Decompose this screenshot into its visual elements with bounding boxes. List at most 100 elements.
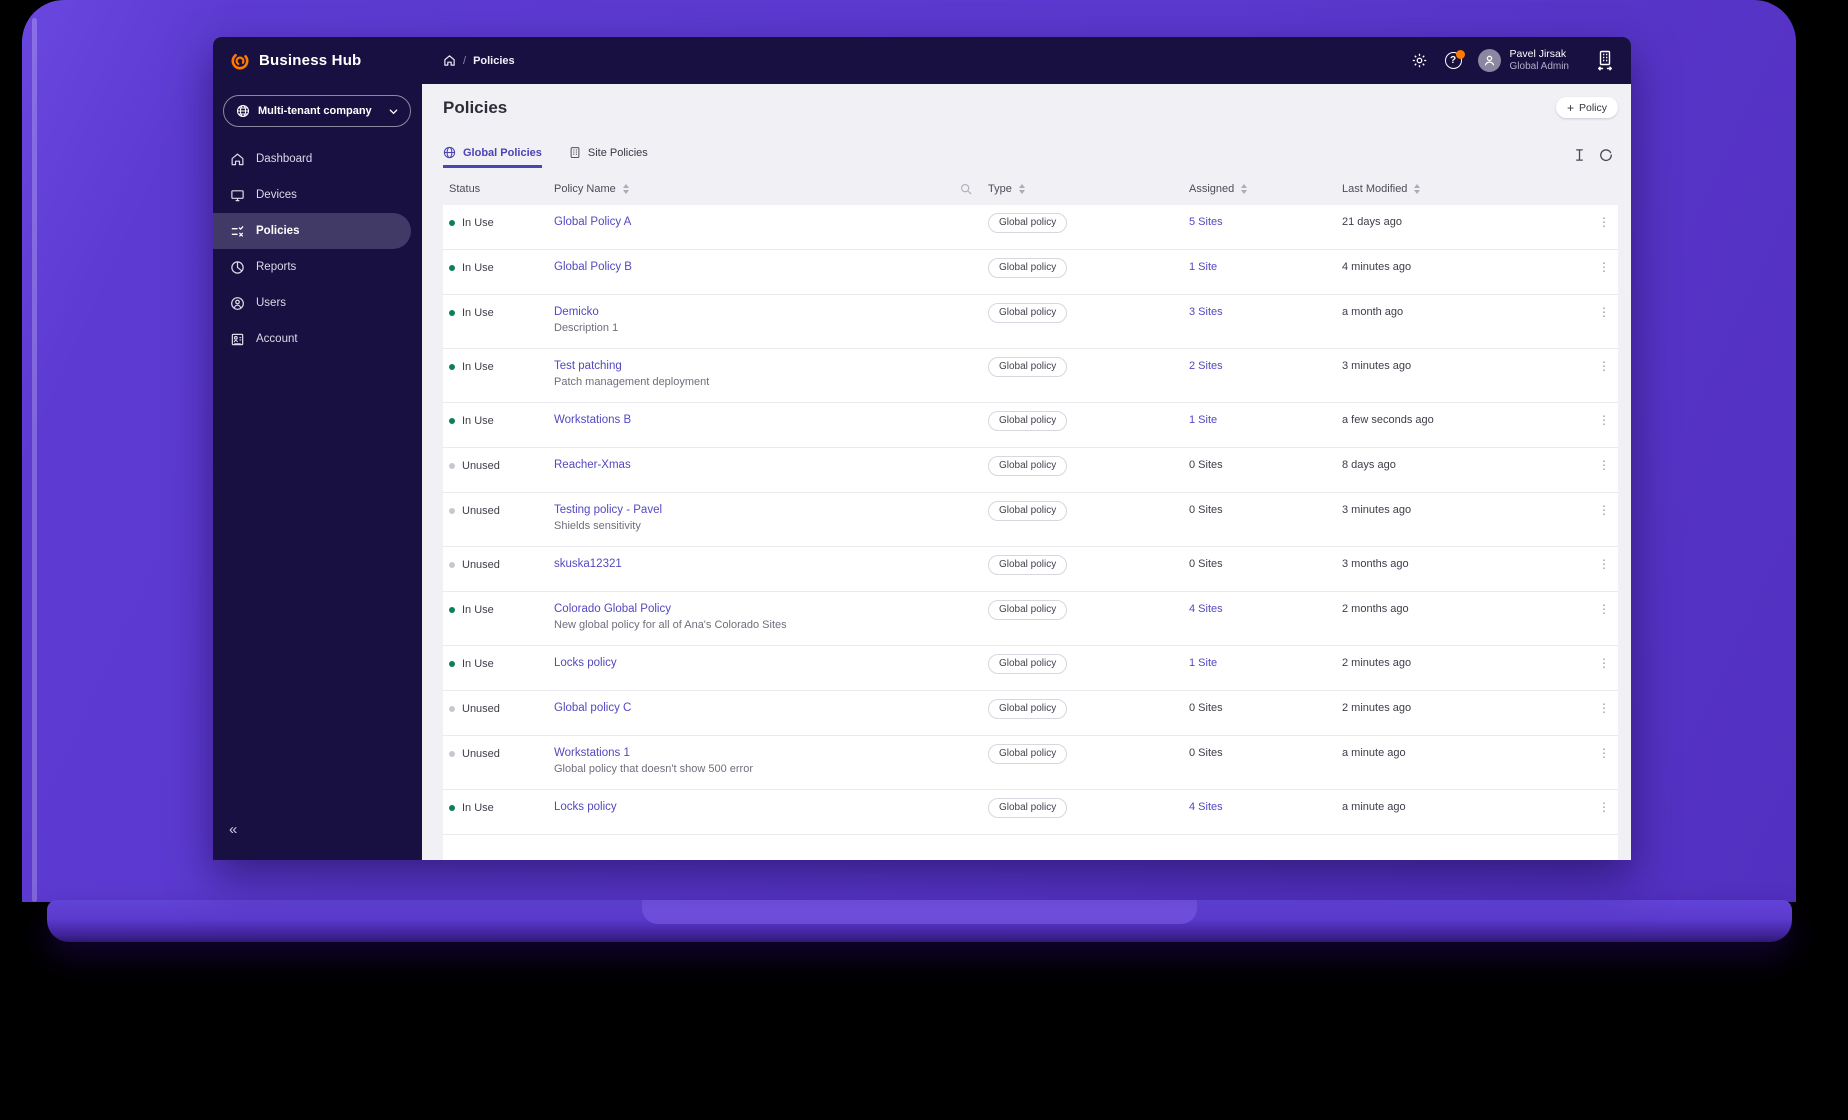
assigned-sites-link[interactable]: 5 Sites xyxy=(1189,216,1223,228)
user-role: Global Admin xyxy=(1509,60,1569,72)
policy-name-link[interactable]: Global Policy B xyxy=(554,261,632,273)
sidebar-item-reports[interactable]: Reports xyxy=(213,249,422,285)
row-actions-kebab-icon[interactable]: ⋮ xyxy=(1598,701,1610,715)
status-dot xyxy=(449,562,455,568)
policy-name-cell: Reacher-Xmas xyxy=(554,459,988,471)
status-cell: In Use xyxy=(443,217,554,229)
search-icon[interactable] xyxy=(960,183,972,195)
policy-name-link[interactable]: Global Policy A xyxy=(554,216,632,228)
sidebar-collapse-button[interactable]: « xyxy=(229,821,237,838)
sidebar-item-users[interactable]: Users xyxy=(213,285,422,321)
sort-icon[interactable] xyxy=(1414,183,1421,194)
assigned-cell: 5 Sites xyxy=(1189,216,1342,228)
row-actions-kebab-icon[interactable]: ⋮ xyxy=(1598,215,1610,229)
tabs: Global Policies Site Policies xyxy=(443,139,1618,168)
assigned-sites-link[interactable]: 0 Sites xyxy=(1189,459,1223,471)
sidebar-item-policies[interactable]: Policies xyxy=(213,213,411,249)
tab-global-policies[interactable]: Global Policies xyxy=(443,146,542,168)
status-cell: In Use xyxy=(443,658,554,670)
policy-name-link[interactable]: Global policy C xyxy=(554,702,632,714)
policy-name-link[interactable]: skuska12321 xyxy=(554,558,622,570)
row-actions-kebab-icon[interactable]: ⋮ xyxy=(1598,656,1610,670)
policy-type-cell: Global policy xyxy=(988,555,1189,575)
sidebar: Multi-tenant company D xyxy=(213,84,422,860)
assigned-sites-link[interactable]: 0 Sites xyxy=(1189,702,1223,714)
column-last-modified[interactable]: Last Modified xyxy=(1342,183,1594,195)
user-info[interactable]: Pavel Jirsak Global Admin xyxy=(1510,48,1569,74)
row-actions-kebab-icon[interactable]: ⋮ xyxy=(1598,413,1610,427)
policy-name-link[interactable]: Locks policy xyxy=(554,801,617,813)
home-icon[interactable] xyxy=(443,54,456,67)
company-switcher-icon[interactable] xyxy=(1595,50,1615,72)
last-modified: 2 minutes ago xyxy=(1342,657,1412,669)
table-row: In Use Test patching Patch management de… xyxy=(443,349,1618,403)
policy-name-link[interactable]: Testing policy - Pavel xyxy=(554,504,663,516)
sidebar-nav: Dashboard Devices xyxy=(213,141,422,357)
row-actions-cell: ⋮ xyxy=(1594,216,1618,229)
column-assigned[interactable]: Assigned xyxy=(1189,183,1342,195)
column-policy-name[interactable]: Policy Name xyxy=(554,183,988,195)
sort-icon[interactable] xyxy=(1018,183,1025,194)
column-status[interactable]: Status xyxy=(449,182,481,195)
policy-type-badge: Global policy xyxy=(988,357,1068,377)
row-actions-kebab-icon[interactable]: ⋮ xyxy=(1598,260,1610,274)
assigned-sites-link[interactable]: 1 Site xyxy=(1189,657,1218,669)
policy-name-link[interactable]: Workstations 1 xyxy=(554,747,630,759)
row-actions-kebab-icon[interactable]: ⋮ xyxy=(1598,746,1610,760)
assigned-sites-link[interactable]: 3 Sites xyxy=(1189,306,1223,318)
settings-gear-icon[interactable] xyxy=(1411,52,1428,69)
table-row: In Use Demicko Description 1 Global poli… xyxy=(443,295,1618,349)
assigned-cell: 0 Sites xyxy=(1189,558,1342,570)
avatar[interactable] xyxy=(1477,49,1501,72)
business-hub-window: Business Hub / Policies ? xyxy=(213,37,1631,860)
column-type[interactable]: Type xyxy=(988,183,1189,195)
row-actions-kebab-icon[interactable]: ⋮ xyxy=(1598,458,1610,472)
sort-icon[interactable] xyxy=(622,183,629,194)
table-row: In Use Global Policy B Global policy 1 S… xyxy=(443,250,1618,295)
status-label: In Use xyxy=(462,604,494,616)
status-label: Unused xyxy=(462,748,500,760)
policy-name-link[interactable]: Reacher-Xmas xyxy=(554,459,631,471)
assigned-sites-link[interactable]: 2 Sites xyxy=(1189,360,1223,372)
policy-name-cell: Global policy C xyxy=(554,702,988,714)
row-actions-kebab-icon[interactable]: ⋮ xyxy=(1598,503,1610,517)
assigned-cell: 0 Sites xyxy=(1189,702,1342,714)
sidebar-item-devices[interactable]: Devices xyxy=(213,177,422,213)
assigned-sites-link[interactable]: 4 Sites xyxy=(1189,603,1223,615)
assigned-cell: 4 Sites xyxy=(1189,801,1342,813)
row-actions-kebab-icon[interactable]: ⋮ xyxy=(1598,800,1610,814)
assigned-cell: 2 Sites xyxy=(1189,360,1342,372)
sidebar-item-dashboard[interactable]: Dashboard xyxy=(213,141,422,177)
sidebar-item-account[interactable]: Account xyxy=(213,321,422,357)
policy-name-link[interactable]: Demicko xyxy=(554,306,599,318)
sort-icon[interactable] xyxy=(1241,183,1248,194)
policy-type-badge: Global policy xyxy=(988,744,1068,764)
page-title: Policies xyxy=(443,97,508,117)
policy-type-badge: Global policy xyxy=(988,456,1068,476)
add-policy-button[interactable]: + Policy xyxy=(1555,97,1618,118)
policy-name-link[interactable]: Test patching xyxy=(554,360,622,372)
row-actions-kebab-icon[interactable]: ⋮ xyxy=(1598,602,1610,616)
row-actions-kebab-icon[interactable]: ⋮ xyxy=(1598,359,1610,373)
policy-name-link[interactable]: Colorado Global Policy xyxy=(554,603,671,615)
row-actions-kebab-icon[interactable]: ⋮ xyxy=(1598,557,1610,571)
assigned-sites-link[interactable]: 1 Site xyxy=(1189,261,1218,273)
assigned-sites-link[interactable]: 0 Sites xyxy=(1189,747,1223,759)
policy-name-link[interactable]: Locks policy xyxy=(554,657,617,669)
assigned-sites-link[interactable]: 4 Sites xyxy=(1189,801,1223,813)
assigned-sites-link[interactable]: 0 Sites xyxy=(1189,504,1223,516)
assigned-cell: 1 Site xyxy=(1189,261,1342,273)
assigned-sites-link[interactable]: 0 Sites xyxy=(1189,558,1223,570)
last-modified: 3 months ago xyxy=(1342,558,1409,570)
row-actions-kebab-icon[interactable]: ⋮ xyxy=(1598,305,1610,319)
customize-columns-icon[interactable] xyxy=(1573,148,1586,162)
policy-name-link[interactable]: Workstations B xyxy=(554,414,632,426)
help-icon[interactable]: ? xyxy=(1444,50,1465,69)
assigned-sites-link[interactable]: 1 Site xyxy=(1189,414,1218,426)
status-cell: In Use xyxy=(443,262,554,274)
refresh-icon[interactable] xyxy=(1599,148,1613,162)
status-cell: Unused xyxy=(443,703,554,715)
company-selector[interactable]: Multi-tenant company xyxy=(223,95,411,127)
user-name: Pavel Jirsak xyxy=(1509,47,1567,60)
tab-site-policies[interactable]: Site Policies xyxy=(569,146,648,168)
